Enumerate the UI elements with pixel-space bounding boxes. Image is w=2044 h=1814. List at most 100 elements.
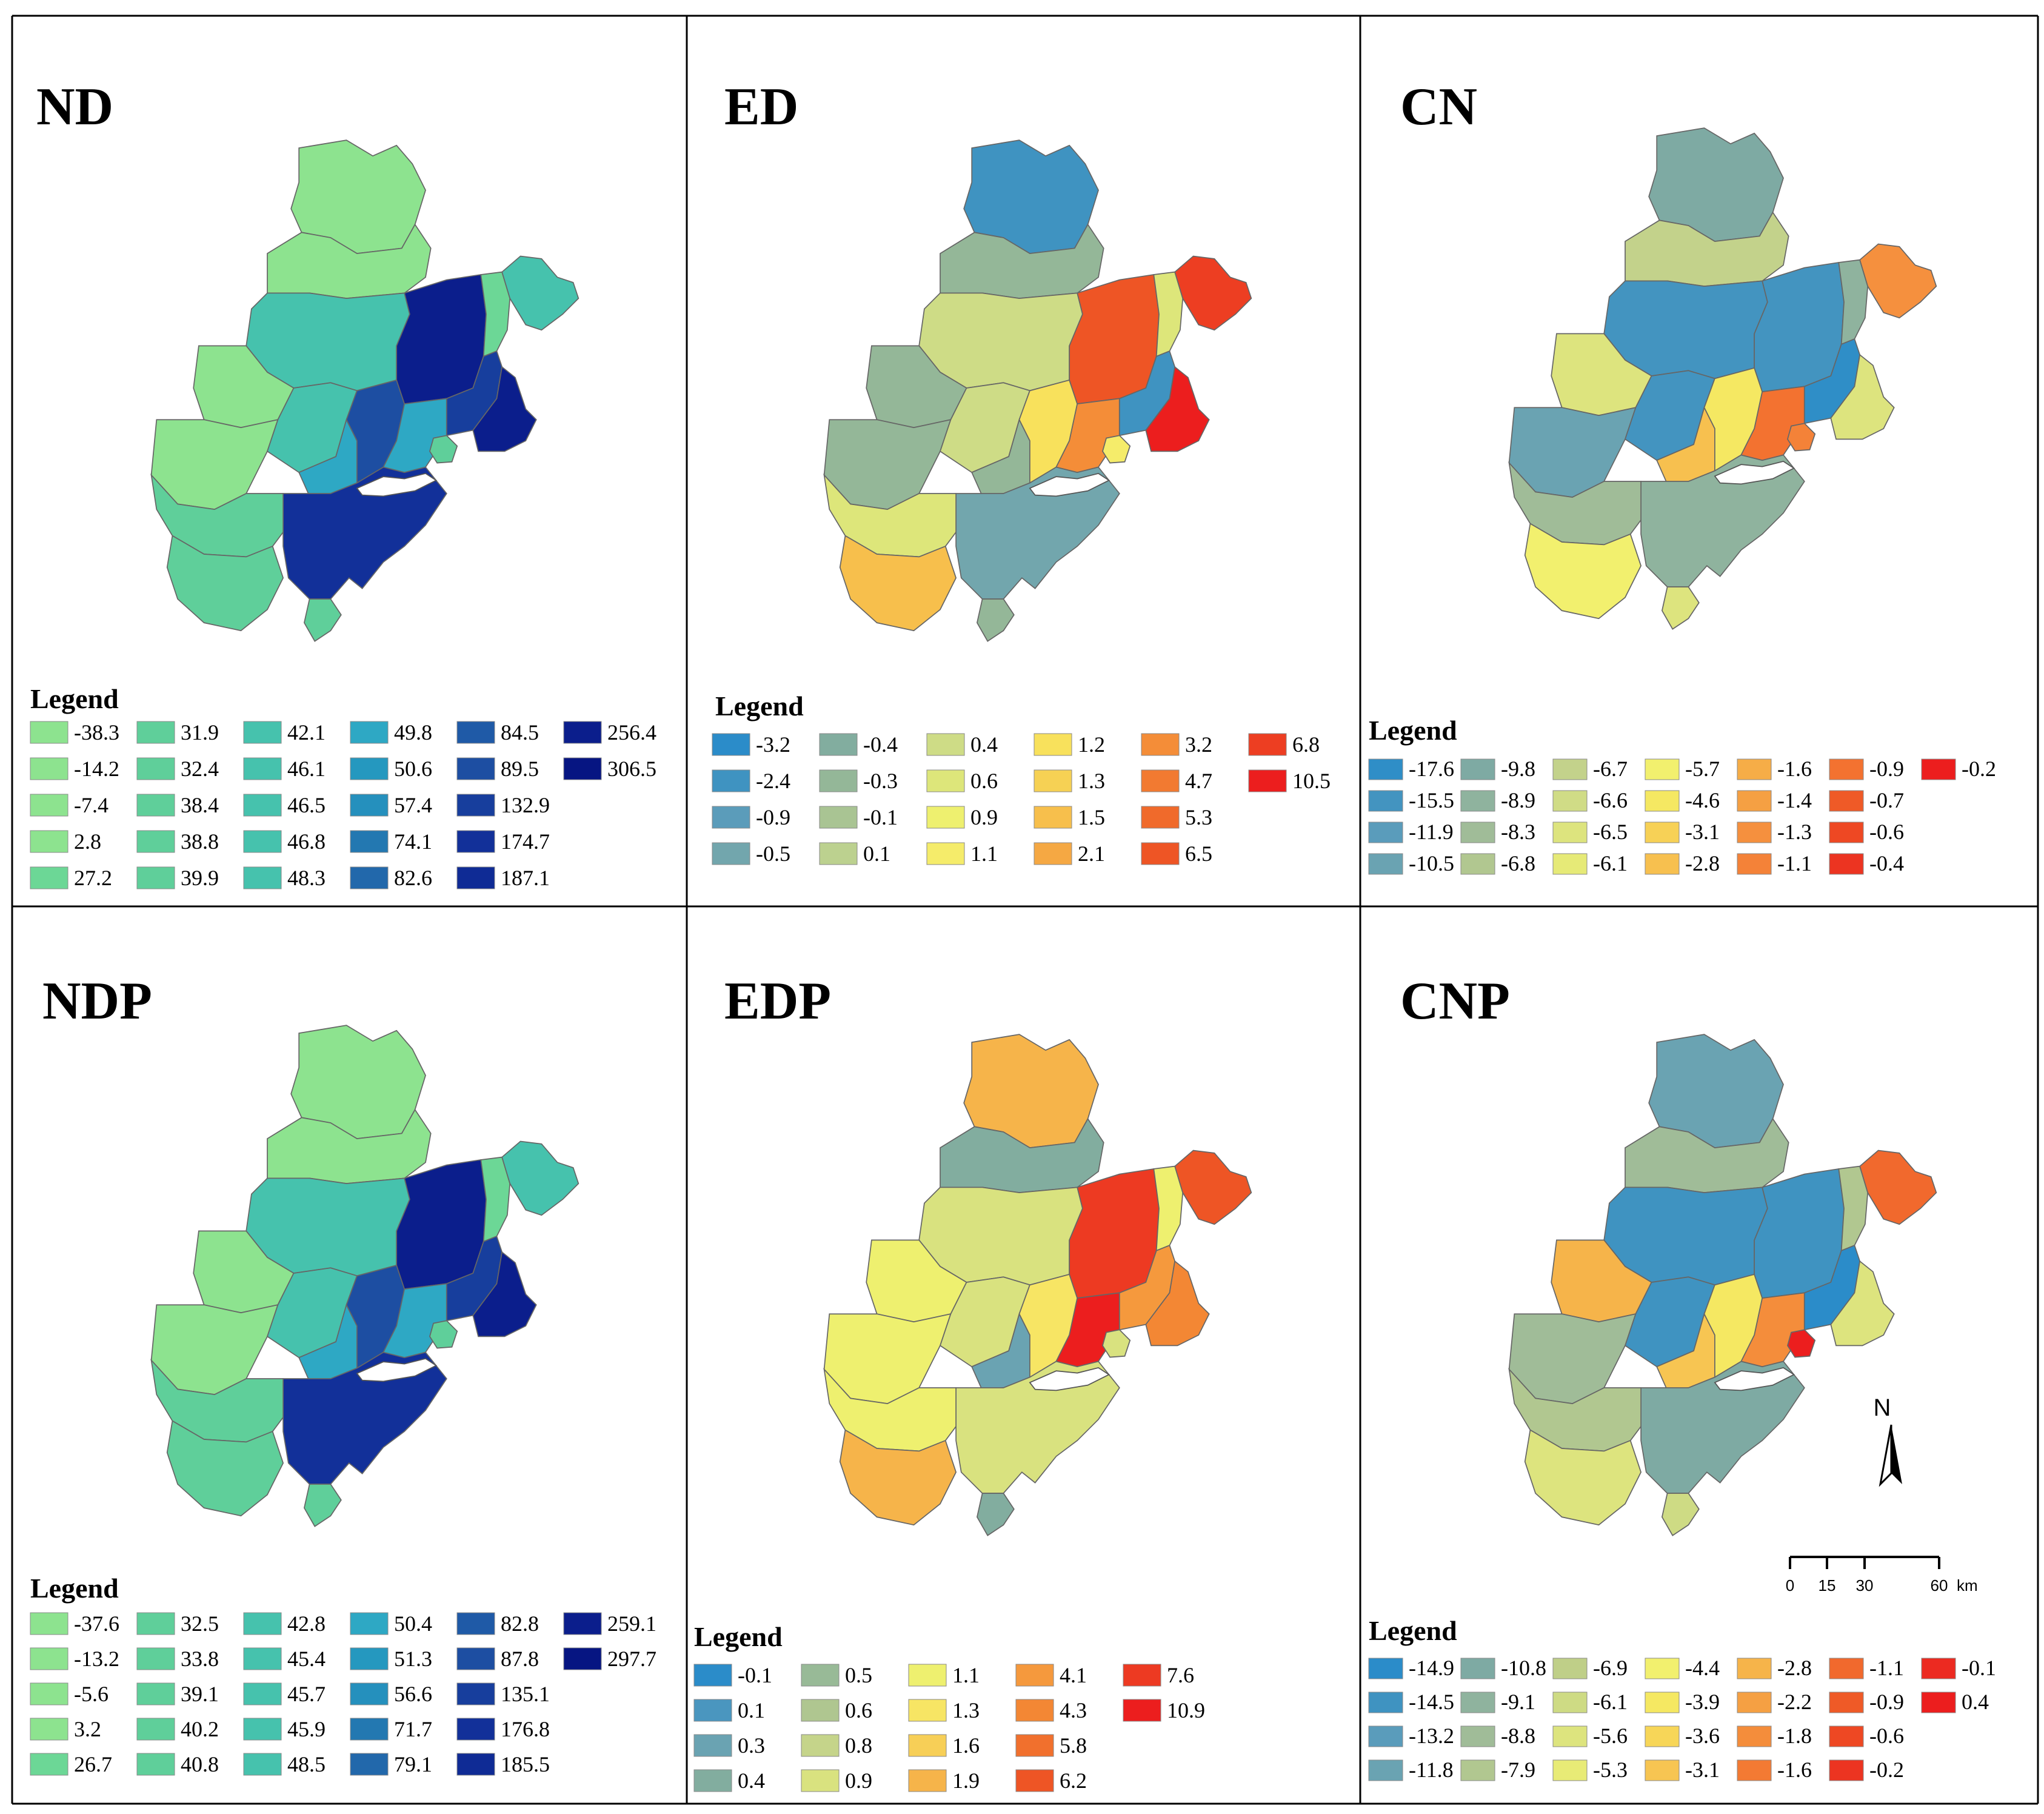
legend-swatch bbox=[1015, 1664, 1054, 1687]
legend-swatch bbox=[1248, 733, 1287, 756]
legend-swatch bbox=[350, 830, 389, 853]
legend-value: 4.3 bbox=[1060, 1698, 1087, 1722]
legend-swatch bbox=[1368, 853, 1403, 875]
legend-swatch bbox=[30, 1682, 68, 1705]
legend-swatch bbox=[801, 1699, 840, 1722]
legend-swatch bbox=[1737, 822, 1772, 843]
legend-value: 4.1 bbox=[1060, 1663, 1087, 1687]
legend-value: 87.8 bbox=[501, 1647, 539, 1671]
region-east-coast bbox=[472, 366, 537, 452]
legend-value: 1.9 bbox=[952, 1769, 980, 1793]
region-southwest-1 bbox=[1508, 1367, 1647, 1452]
legend-swatch bbox=[1645, 1759, 1680, 1781]
legend-value: -15.5 bbox=[1409, 788, 1454, 812]
legend-swatch bbox=[350, 1753, 389, 1776]
legend-swatch bbox=[1829, 758, 1864, 780]
scale-bar: 0 15 30 60 km bbox=[1786, 1556, 1978, 1595]
legend-swatch bbox=[350, 866, 389, 889]
legend-value: 0.8 bbox=[845, 1733, 872, 1758]
legend-swatch bbox=[908, 1664, 947, 1687]
north-arrow-icon bbox=[1891, 1425, 1902, 1484]
region-south-peninsula bbox=[955, 466, 1120, 600]
legend-value: 27.2 bbox=[74, 866, 112, 890]
legend-swatch bbox=[1368, 790, 1403, 812]
legend-swatch bbox=[350, 1718, 389, 1741]
legend-swatch bbox=[1460, 1692, 1495, 1713]
region-east-coast bbox=[1145, 366, 1210, 452]
legend-value: 6.8 bbox=[1292, 732, 1320, 757]
region-south-peninsula bbox=[282, 1351, 447, 1485]
region-island bbox=[429, 435, 458, 464]
legend-value: -1.4 bbox=[1777, 788, 1812, 812]
legend-swatch bbox=[1368, 1725, 1403, 1747]
region-northeast-cape bbox=[501, 1140, 579, 1216]
legend-swatch bbox=[136, 1753, 175, 1776]
legend-swatch bbox=[693, 1769, 732, 1792]
legend-swatch bbox=[1829, 790, 1864, 812]
legend-value: -10.5 bbox=[1409, 851, 1454, 875]
legend-value: -37.6 bbox=[74, 1612, 119, 1636]
legend-value: -3.2 bbox=[756, 732, 790, 757]
region-southwest-2 bbox=[839, 1429, 957, 1526]
choropleth-map bbox=[150, 139, 579, 642]
legend-value: 39.1 bbox=[181, 1682, 219, 1706]
panel-title: EDP bbox=[724, 972, 831, 1031]
legend-value: -1.1 bbox=[1869, 1656, 1904, 1680]
region-southwest-2 bbox=[839, 535, 957, 632]
legend-swatch bbox=[30, 866, 68, 889]
legend-swatch bbox=[30, 830, 68, 853]
legend-value: 32.4 bbox=[181, 757, 219, 781]
legend-swatch bbox=[456, 1682, 495, 1705]
region-south-peninsula bbox=[955, 1360, 1120, 1494]
legend-swatch bbox=[1737, 790, 1772, 812]
legend-swatch bbox=[1368, 1692, 1403, 1713]
region-south-peninsula bbox=[1640, 1360, 1805, 1494]
legend-value: 0.4 bbox=[738, 1769, 765, 1793]
legend-swatch bbox=[30, 757, 68, 780]
legend-swatch bbox=[693, 1699, 732, 1722]
legend-swatch bbox=[712, 806, 750, 829]
legend-swatch bbox=[1034, 842, 1072, 865]
region-south-tip bbox=[303, 598, 342, 642]
legend-swatch bbox=[1552, 822, 1588, 843]
legend-swatch bbox=[926, 842, 965, 865]
legend-value: 46.1 bbox=[287, 757, 326, 781]
legend-value: -0.6 bbox=[1869, 820, 1904, 844]
legend-swatch bbox=[1141, 733, 1180, 756]
legend-swatch bbox=[1368, 1658, 1403, 1679]
legend-value: 0.9 bbox=[970, 805, 998, 829]
legend-swatch bbox=[1737, 853, 1772, 875]
legend-value: -5.6 bbox=[1593, 1724, 1628, 1748]
legend-title: Legend bbox=[30, 683, 119, 714]
legend-swatch bbox=[1829, 1692, 1864, 1713]
region-southwest-2 bbox=[166, 535, 284, 632]
legend-value: -3.6 bbox=[1685, 1724, 1720, 1748]
legend-value: -1.1 bbox=[1777, 851, 1812, 875]
panel-ndp: NDP Legend -37.6 -13.2 -5.6 3.2 26.7 32.5 33.8 39… bbox=[30, 972, 656, 1776]
legend-value: 79.1 bbox=[394, 1752, 432, 1776]
legend-title: Legend bbox=[1369, 1615, 1457, 1646]
legend-swatch bbox=[243, 1612, 282, 1635]
legend-value: 48.5 bbox=[287, 1752, 326, 1776]
legend-swatch bbox=[30, 1753, 68, 1776]
legend-value: -11.8 bbox=[1409, 1758, 1454, 1782]
legend-value: 185.5 bbox=[501, 1752, 550, 1776]
legend-swatch bbox=[819, 842, 858, 865]
legend-swatch bbox=[136, 757, 175, 780]
legend-value: 0.1 bbox=[738, 1698, 765, 1722]
legend-value: 0.3 bbox=[738, 1733, 765, 1758]
legend-value: 46.8 bbox=[287, 829, 326, 854]
legend-swatch bbox=[350, 757, 389, 780]
legend-value: 33.8 bbox=[181, 1647, 219, 1671]
legend-value: -2.2 bbox=[1777, 1690, 1812, 1714]
legend-swatch bbox=[1829, 1725, 1864, 1747]
legend-swatch bbox=[1829, 1759, 1864, 1781]
legend-swatch bbox=[30, 1718, 68, 1741]
legend-swatch bbox=[136, 830, 175, 853]
legend-swatch bbox=[243, 721, 282, 744]
region-northeast-cape bbox=[1859, 1150, 1937, 1225]
legend-value: -3.1 bbox=[1685, 820, 1720, 844]
legend-swatch bbox=[136, 1682, 175, 1705]
legend-swatch bbox=[243, 1718, 282, 1741]
legend-swatch bbox=[1460, 1725, 1495, 1747]
